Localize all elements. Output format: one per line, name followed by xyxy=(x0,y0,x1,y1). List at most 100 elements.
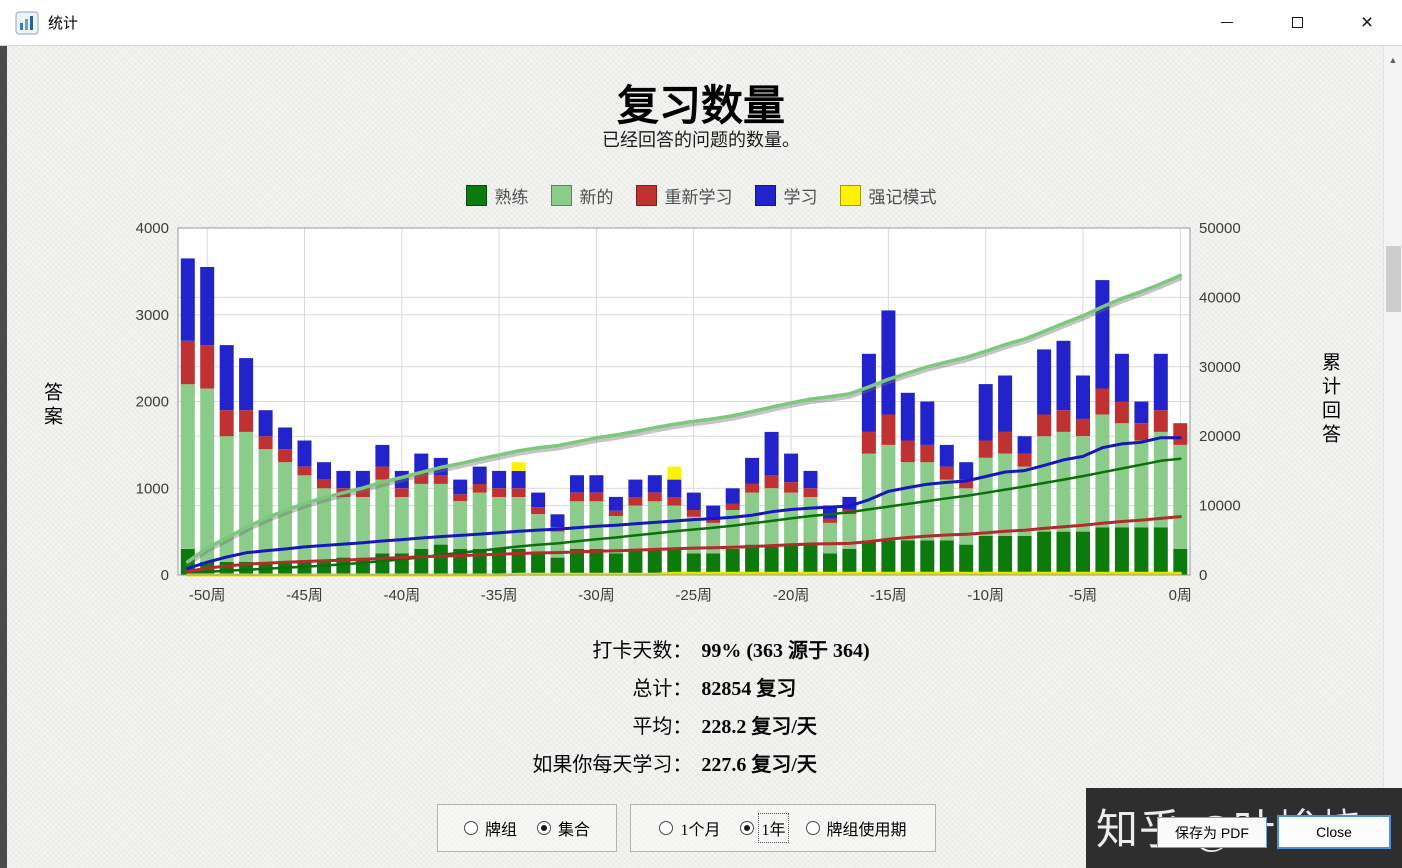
period-radio-group: 1个月 1年 牌组使用期 xyxy=(630,804,936,852)
bar-mature xyxy=(414,549,429,575)
bar-mature xyxy=(900,540,915,575)
bar-young xyxy=(939,479,954,541)
bar-relearn xyxy=(278,449,293,463)
bar-relearn xyxy=(861,431,876,454)
close-window-button[interactable]: × xyxy=(1332,0,1402,45)
bar-learn xyxy=(959,462,974,480)
bar-relearn xyxy=(219,410,234,437)
left-axis-tick: 1000 xyxy=(136,480,169,497)
bar-young xyxy=(394,496,409,554)
window-controls: × xyxy=(1192,0,1402,45)
bar-relearn xyxy=(1114,401,1129,424)
bar-relearn xyxy=(745,483,760,493)
bar-relearn xyxy=(200,345,215,389)
radio-period-1[interactable]: 1个月 xyxy=(659,816,720,840)
bar-relearn xyxy=(297,466,312,476)
bar-learn xyxy=(239,358,254,411)
bar-mature xyxy=(570,549,584,575)
bar-mature xyxy=(317,562,331,575)
bar-young xyxy=(978,457,993,536)
legend-swatch xyxy=(465,185,487,206)
bar-mature xyxy=(784,544,799,575)
bar-mature xyxy=(686,553,701,575)
bar-young xyxy=(764,488,779,545)
bar-mature xyxy=(1095,527,1110,575)
bar-relearn xyxy=(939,466,954,480)
stat-value-4: 227.6 复习/天 xyxy=(701,754,817,776)
bar-young xyxy=(472,492,487,549)
bar-young xyxy=(317,488,331,562)
page-subtitle: 已经回答的问题的数量。 xyxy=(602,130,800,150)
right-axis-tick: 40000 xyxy=(1199,289,1241,306)
bar-young xyxy=(453,501,468,549)
bar-learn xyxy=(1037,349,1052,415)
bar-relearn xyxy=(608,510,623,516)
legend-item-4: 学习 xyxy=(754,183,818,208)
radio-scope-1[interactable]: 牌组 xyxy=(463,816,517,840)
save-pdf-button[interactable]: 保存为 PDF xyxy=(1157,817,1267,848)
bar-young xyxy=(511,496,526,549)
bar-learn xyxy=(686,492,701,510)
bar-relearn xyxy=(317,479,331,489)
bar-learn xyxy=(258,410,273,437)
x-axis-tick: -20周 xyxy=(773,587,810,604)
bar-young xyxy=(803,496,818,545)
right-axis-tick: 20000 xyxy=(1199,428,1241,445)
close-icon: × xyxy=(1360,11,1374,34)
cumulative-line-mature xyxy=(186,457,1182,575)
bar-relearn xyxy=(1037,414,1052,437)
bar-learn xyxy=(608,496,623,511)
scrollbar-up-arrow[interactable]: ▲ xyxy=(1388,54,1398,65)
bar-young xyxy=(628,505,643,549)
right-axis-tick: 10000 xyxy=(1199,498,1241,515)
bar-relearn xyxy=(1056,410,1071,432)
bar-learn xyxy=(628,479,643,497)
bar-learn xyxy=(1056,340,1071,411)
legend-item-3: 重新学习 xyxy=(635,183,733,208)
page-title: 复习数量 xyxy=(616,84,785,130)
maximize-button[interactable] xyxy=(1262,0,1332,45)
legend-label: 熟练 xyxy=(494,188,529,207)
bar-young xyxy=(1017,466,1032,536)
titlebar[interactable]: 统计 × xyxy=(0,0,1402,45)
bar-relearn xyxy=(667,496,682,506)
bar-mature xyxy=(336,557,351,575)
bar-learn xyxy=(1153,353,1168,411)
bar-young xyxy=(1056,431,1071,532)
bar-mature xyxy=(433,544,448,575)
x-axis-tick: 0周 xyxy=(1169,587,1192,604)
bar-young xyxy=(433,483,448,545)
bar-mature xyxy=(1037,531,1052,575)
radio-period-2[interactable]: 1年 xyxy=(740,813,789,843)
scrollbar[interactable]: ▲ ▼ xyxy=(1383,46,1402,868)
bar-learn xyxy=(200,267,215,346)
bar-mature xyxy=(920,540,935,575)
stat-label-1: 打卡天数： xyxy=(592,640,693,662)
bar-relearn xyxy=(375,466,390,480)
cumulative-line-relearn xyxy=(186,515,1182,573)
review-chart-svg: 0100020003000400001000020000300004000050… xyxy=(136,222,1241,604)
bar-learn xyxy=(589,475,604,493)
bar-mature xyxy=(297,562,312,575)
x-axis-tick: -50周 xyxy=(189,587,226,604)
radio-scope-2[interactable]: 集合 xyxy=(537,816,590,840)
cumulative-line-young xyxy=(185,273,1183,564)
bar-mature xyxy=(803,544,818,575)
stats-app-icon xyxy=(15,11,39,35)
radio-period-3[interactable]: 牌组使用期 xyxy=(805,816,907,840)
bar-learn xyxy=(784,453,799,483)
bar-relearn xyxy=(492,488,507,497)
bar-young xyxy=(414,483,429,549)
bar-mature xyxy=(1134,527,1149,575)
bar-mature xyxy=(1056,531,1071,575)
bar-learn xyxy=(706,505,721,519)
scrollbar-thumb[interactable] xyxy=(1386,246,1401,312)
bar-young xyxy=(1153,431,1168,528)
bar-mature xyxy=(1114,527,1129,575)
close-button[interactable]: Close xyxy=(1277,815,1391,849)
bar-mature xyxy=(375,553,390,575)
minimize-button[interactable] xyxy=(1192,0,1262,45)
bar-young xyxy=(200,388,215,562)
legend-item-5: 强记模式 xyxy=(839,183,937,208)
bar-relearn xyxy=(180,340,195,385)
